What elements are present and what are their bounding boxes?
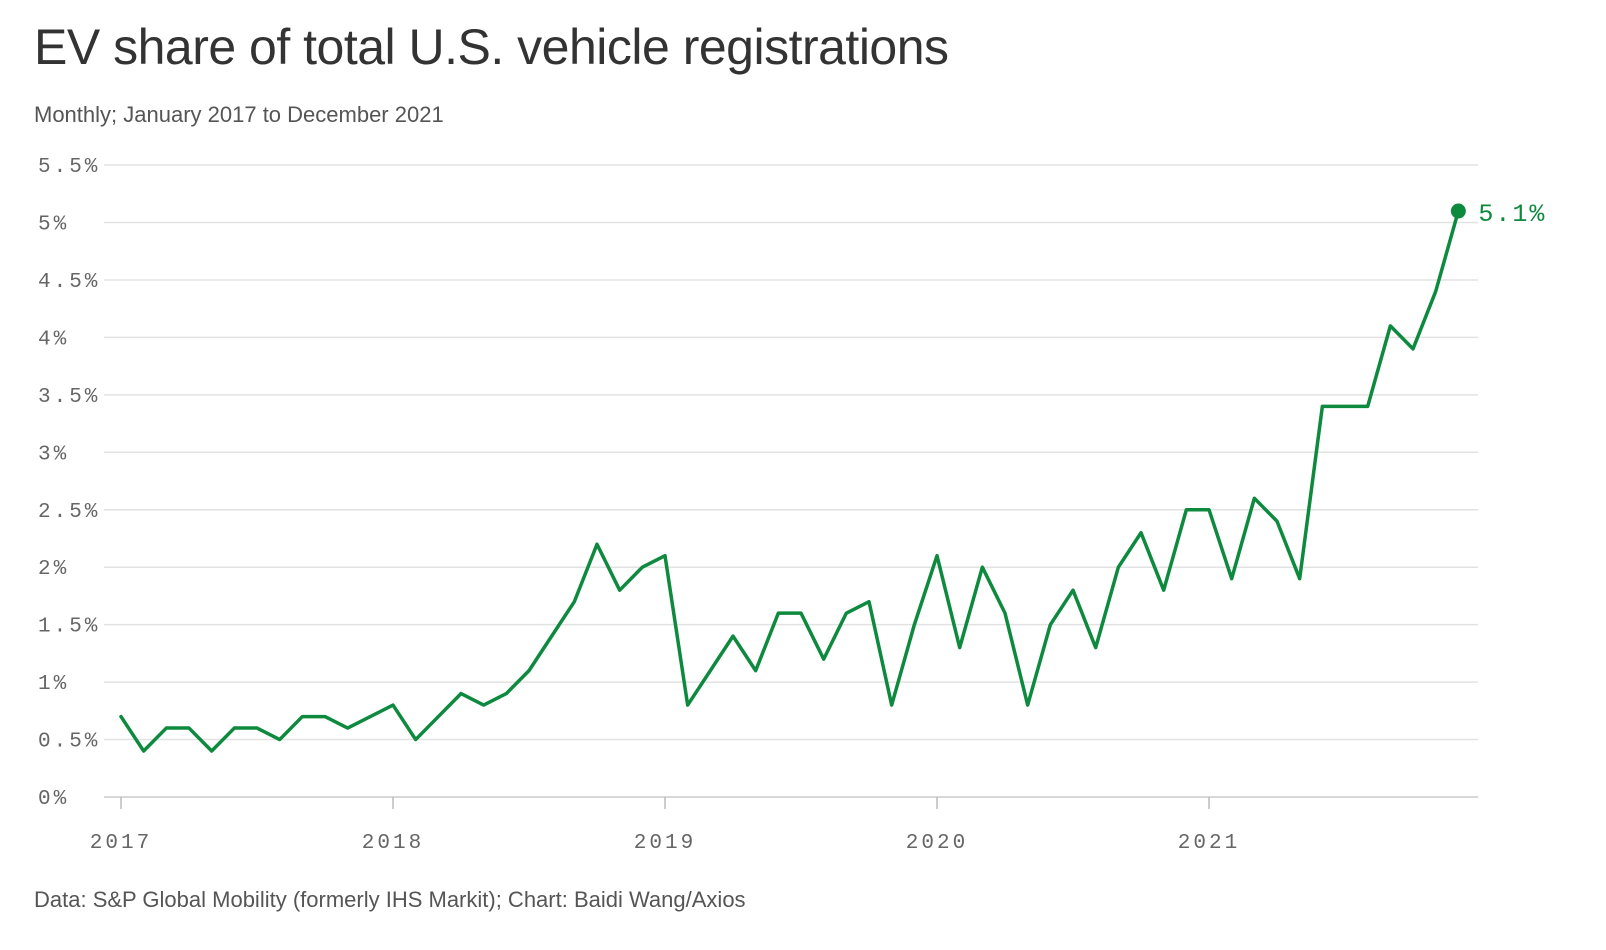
x-tick-label: 2019 [634,832,696,855]
x-tick-label: 2017 [90,832,152,855]
y-tick-label: 0% [38,788,69,811]
y-tick-label: 1% [38,673,69,696]
y-tick-label: 5.5% [38,156,100,179]
y-tick-label: 2% [38,558,69,581]
x-tick-label: 2020 [906,832,968,855]
end-point [1450,203,1466,219]
y-tick-label: 0.5% [38,731,100,754]
chart-title: EV share of total U.S. vehicle registrat… [34,19,949,75]
y-tick-label: 4% [38,328,69,351]
y-tick-label: 5% [38,214,69,237]
end-label: 5.1% [1478,200,1546,229]
y-tick-label: 1.5% [38,616,100,639]
chart-subtitle: Monthly; January 2017 to December 2021 [34,102,444,127]
series-line [119,209,1461,753]
x-tick-label: 2021 [1178,832,1240,855]
y-tick-label: 4.5% [38,271,100,294]
x-tick-label: 2018 [362,832,424,855]
chart-source: Data: S&P Global Mobility (formerly IHS … [34,887,746,912]
y-tick-label: 3.5% [38,386,100,409]
y-tick-label: 2.5% [38,501,100,524]
y-tick-label: 3% [38,443,69,466]
